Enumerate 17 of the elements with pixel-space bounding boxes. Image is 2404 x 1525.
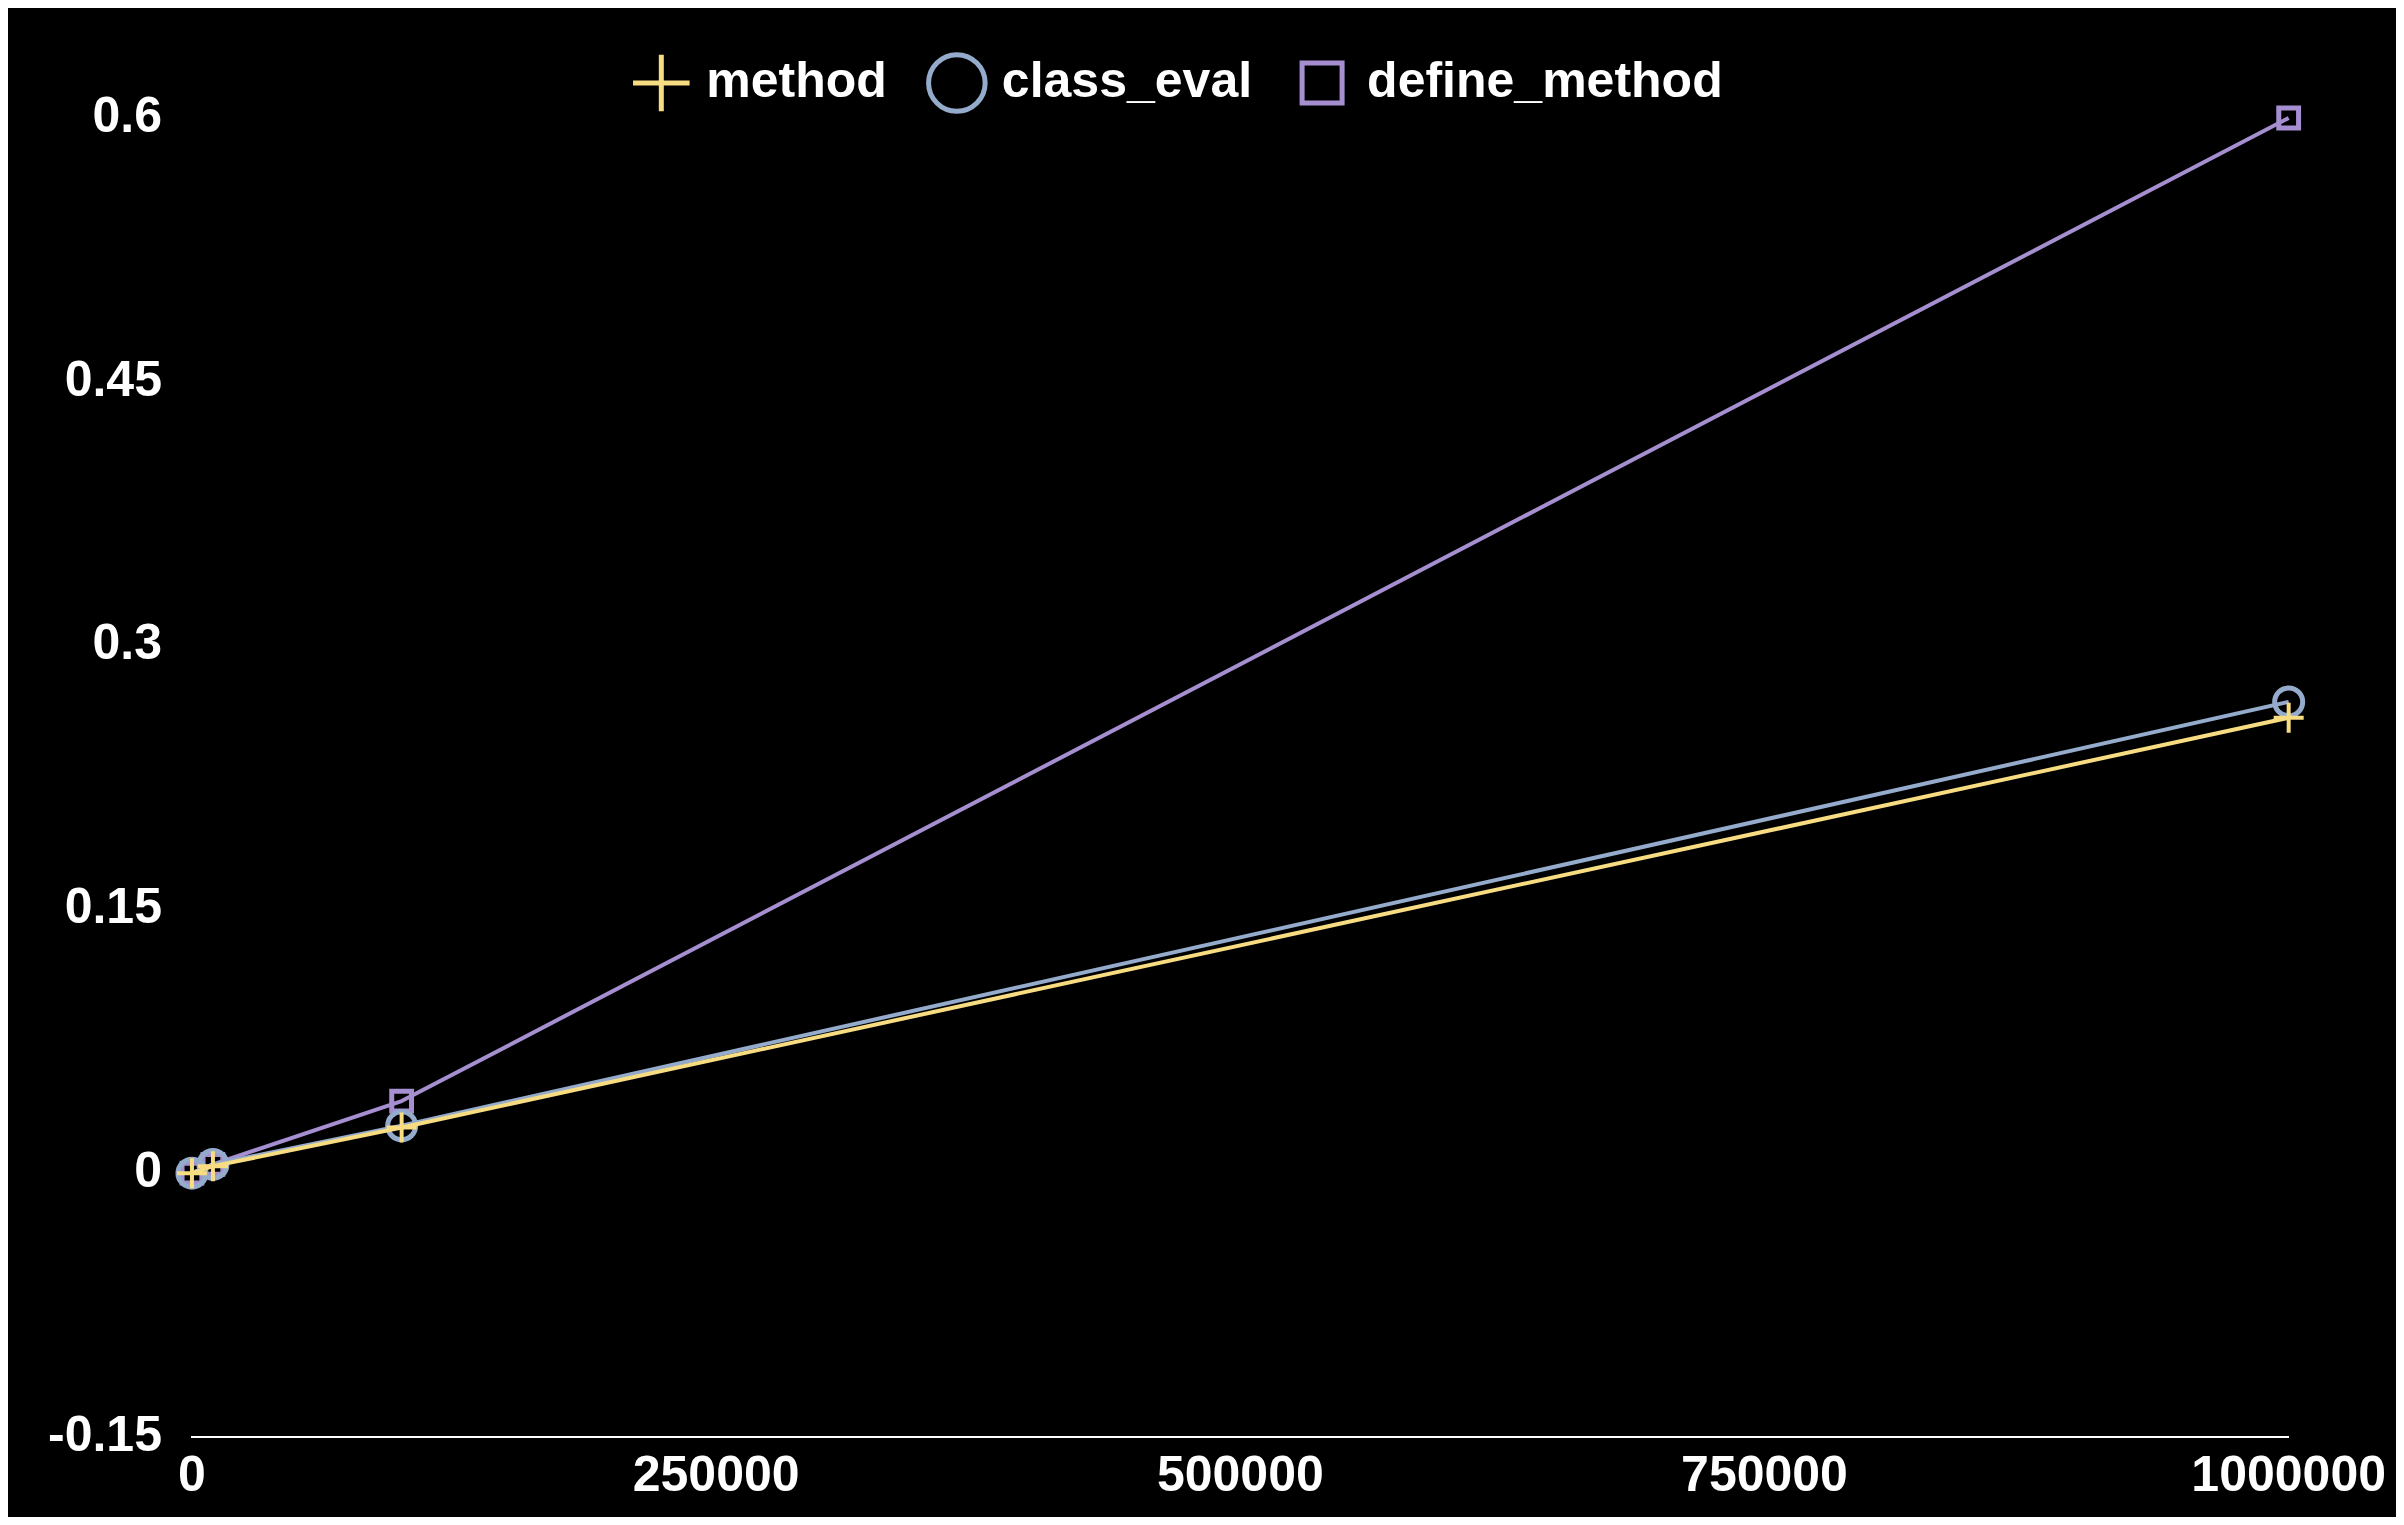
x-tick-label: 250000 (632, 1445, 800, 1502)
y-tick-label: -0.15 (48, 1405, 162, 1462)
x-tick-label: 500000 (1156, 1445, 1324, 1502)
point (2272, 685, 2306, 719)
legend-label: class_eval (1001, 51, 1253, 108)
y-tick-label: 0 (134, 1141, 162, 1198)
legend-label: define_method (1367, 51, 1723, 108)
x-tick-label: 0 (178, 1445, 206, 1502)
point (2276, 105, 2302, 131)
x-tick-label: 1000000 (2191, 1445, 2386, 1502)
y-tick-label: 0.45 (64, 350, 162, 407)
point (2273, 702, 2304, 733)
legend-label: method (706, 51, 887, 108)
y-tick-label: 0.3 (92, 614, 162, 671)
x-tick-label: 750000 (1681, 1445, 1848, 1502)
y-tick-label: 0.15 (64, 878, 162, 935)
y-tick-label: 0.6 (92, 86, 162, 143)
